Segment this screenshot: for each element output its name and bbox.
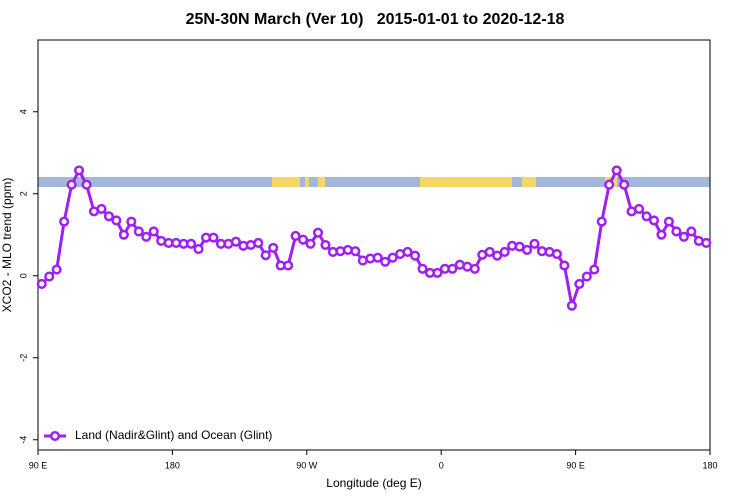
data-point <box>529 238 540 249</box>
data-point <box>432 267 443 278</box>
data-point <box>387 252 398 263</box>
y-tick-label: 0 <box>18 273 28 278</box>
data-point <box>118 229 129 240</box>
data-point <box>253 237 264 248</box>
data-point <box>551 248 562 260</box>
x-tick-label: 90 W <box>296 460 318 470</box>
x-axis-label: Longitude (deg E) <box>326 476 421 490</box>
data-point <box>619 179 630 190</box>
data-point <box>678 231 689 242</box>
data-point <box>74 165 85 176</box>
plot-frame <box>37 39 711 451</box>
land-band <box>272 177 300 187</box>
data-point <box>193 244 204 255</box>
data-point <box>648 215 660 226</box>
data-point <box>186 238 197 249</box>
data-point <box>410 250 421 261</box>
data-point <box>686 226 697 237</box>
data-point <box>51 264 62 275</box>
data-point <box>290 230 301 242</box>
data-point <box>59 216 70 227</box>
data-point <box>141 231 152 242</box>
x-tick-label: 0 <box>439 460 444 470</box>
data-point <box>320 239 331 251</box>
data-point <box>663 216 674 227</box>
data-point <box>604 179 615 190</box>
data-point <box>671 226 682 237</box>
data-point <box>133 226 144 237</box>
data-point <box>283 260 294 271</box>
data-point <box>230 236 241 247</box>
data-point <box>701 237 712 248</box>
land-band <box>318 177 325 187</box>
data-point <box>596 216 607 227</box>
data-point <box>96 203 107 214</box>
x-tick-label: 90 E <box>29 460 48 470</box>
data-point <box>589 264 600 275</box>
data-point <box>634 203 645 214</box>
y-tick-label: 4 <box>18 109 28 114</box>
data-point <box>402 246 413 258</box>
data-point <box>66 179 77 190</box>
data-point <box>111 215 122 226</box>
land-band <box>305 177 309 187</box>
data-point <box>522 244 533 255</box>
data-point <box>298 234 309 245</box>
y-tick-label: 2 <box>18 191 28 196</box>
x-tick-label: 90 E <box>566 460 585 470</box>
data-point <box>469 263 480 274</box>
data-point <box>148 226 159 237</box>
data-point <box>208 232 219 243</box>
y-axis-label: XCO2 - MLO trend (ppm) <box>0 178 14 313</box>
data-point <box>641 211 652 222</box>
data-point <box>350 246 361 257</box>
data-point <box>126 216 137 227</box>
data-point <box>312 227 324 238</box>
y-tick-label: -4 <box>18 436 28 444</box>
data-point <box>492 250 503 261</box>
legend-marker <box>49 430 61 442</box>
data-point <box>372 252 383 263</box>
data-point <box>380 256 391 267</box>
data-point <box>268 242 279 253</box>
data-point <box>44 271 55 282</box>
chart-title: 25N-30N March (Ver 10) 2015-01-01 to 202… <box>186 11 565 28</box>
ocean-band <box>38 177 710 187</box>
land-band <box>522 177 536 187</box>
x-tick-label: 180 <box>702 460 717 470</box>
data-point <box>484 246 495 258</box>
data-point <box>656 229 667 240</box>
data-point <box>559 260 570 271</box>
data-point <box>581 271 592 282</box>
data-point <box>81 179 92 190</box>
data-point <box>574 278 585 290</box>
data-point <box>305 238 316 249</box>
legend-label: Land (Nadir&Glint) and Ocean (Glint) <box>75 428 272 442</box>
data-point <box>417 263 428 274</box>
data-point <box>103 211 114 222</box>
data-point <box>499 246 510 258</box>
data-point <box>566 300 577 311</box>
y-tick-label: -2 <box>18 354 28 362</box>
data-point <box>36 278 47 290</box>
x-tick-label: 180 <box>165 460 180 470</box>
data-point <box>447 263 458 274</box>
data-point <box>611 165 622 176</box>
data-point <box>260 250 271 261</box>
land-band <box>420 177 512 187</box>
